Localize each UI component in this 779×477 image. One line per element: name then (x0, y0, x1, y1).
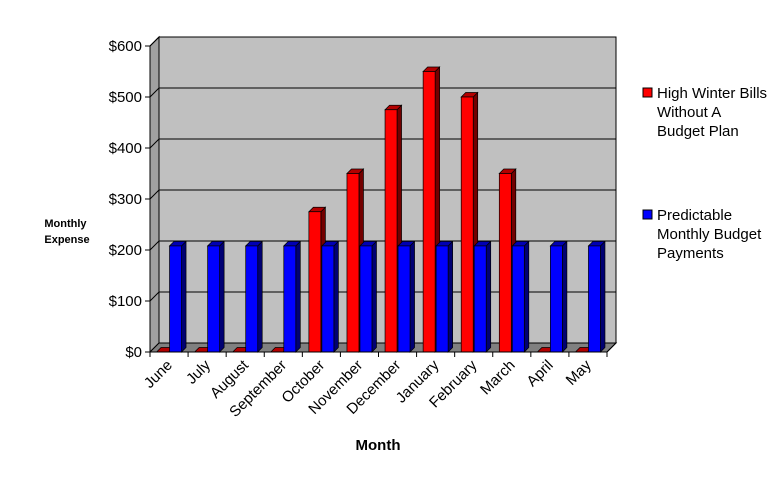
bar-january-series-2 (435, 240, 454, 353)
gridline-side (149, 291, 160, 302)
x-tick-label-march: March (477, 357, 518, 398)
x-tick-label-june: June (141, 357, 176, 392)
gridline-side (149, 240, 160, 251)
bar-march-series-2 (511, 240, 530, 353)
bar-october-series-2 (321, 240, 340, 353)
legend: High Winter Bills Without A Budget Plan … (642, 85, 771, 262)
gridline-side (149, 138, 160, 149)
x-tick-label-may: May (563, 356, 595, 388)
y-tick-label: $0 (125, 344, 142, 361)
x-axis-title: Month (356, 437, 401, 454)
bar-april-series-2 (549, 240, 568, 353)
legend-swatch-high-winter-bills (642, 87, 653, 98)
y-tick-label: $400 (109, 140, 142, 157)
legend-label-predictable-payments: Predictable Monthly Budget Payments (657, 207, 765, 262)
y-tick-label: $100 (109, 293, 142, 310)
bar-august-series-2 (244, 240, 264, 353)
bar-november-series-2 (359, 240, 378, 353)
y-tick-label: $300 (109, 191, 142, 208)
x-tick-label-july: July (183, 356, 214, 387)
bar-may-series-2 (587, 240, 606, 353)
gridline-side (149, 87, 160, 98)
y-axis-title: Monthly Expense (44, 218, 89, 246)
gridline-side (149, 36, 160, 47)
x-tick-label-april: April (523, 357, 556, 390)
gridline-side (149, 189, 160, 200)
legend-label-high-winter-bills: High Winter Bills Without A Budget Plan (657, 85, 771, 140)
y-tick-label: $600 (109, 38, 142, 55)
y-tick-labels: $0 $100 $200 $300 $400 $500 $600 (109, 38, 142, 361)
y-tick-label: $500 (109, 89, 142, 106)
x-tick-labels: June JulyAugustSeptemberOctoberNovemberDe… (141, 356, 595, 420)
bar-july-series-2 (206, 240, 225, 353)
bar-september-series-2 (282, 240, 302, 353)
bar-june-series-2 (168, 240, 187, 353)
bars (155, 66, 606, 353)
bar-february-series-2 (473, 240, 492, 353)
bar-december-series-2 (397, 240, 416, 353)
legend-swatch-predictable-payments (642, 209, 653, 220)
axes (145, 45, 617, 357)
y-tick-label: $200 (109, 242, 142, 259)
